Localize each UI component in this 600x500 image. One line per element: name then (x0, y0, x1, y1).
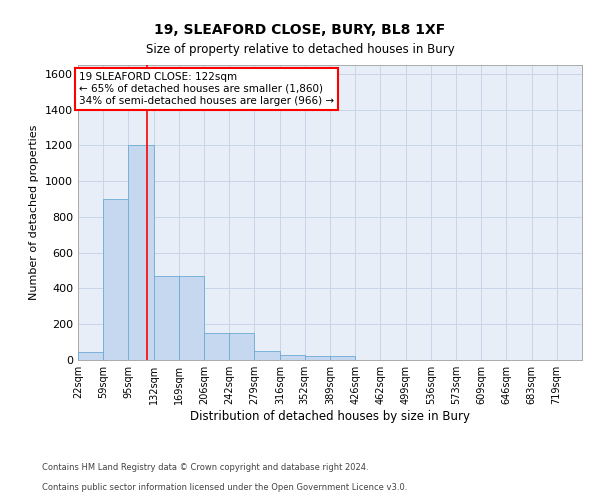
Bar (154, 276, 179, 360)
Bar (330, 356, 355, 360)
Text: Contains HM Land Registry data © Crown copyright and database right 2024.: Contains HM Land Registry data © Crown c… (42, 464, 368, 472)
Text: 19 SLEAFORD CLOSE: 122sqm
← 65% of detached houses are smaller (1,860)
34% of se: 19 SLEAFORD CLOSE: 122sqm ← 65% of detac… (79, 72, 334, 106)
Bar (229, 333, 254, 360)
Text: Contains public sector information licensed under the Open Government Licence v3: Contains public sector information licen… (42, 484, 407, 492)
Bar (305, 356, 330, 360)
Bar (280, 354, 305, 360)
Bar (78, 352, 103, 360)
Y-axis label: Number of detached properties: Number of detached properties (29, 125, 40, 300)
Bar (179, 276, 205, 360)
Text: Size of property relative to detached houses in Bury: Size of property relative to detached ho… (146, 42, 454, 56)
Bar (254, 351, 280, 360)
X-axis label: Distribution of detached houses by size in Bury: Distribution of detached houses by size … (190, 410, 470, 423)
Bar (128, 146, 154, 360)
Bar (205, 333, 230, 360)
Bar (103, 199, 129, 360)
Text: 19, SLEAFORD CLOSE, BURY, BL8 1XF: 19, SLEAFORD CLOSE, BURY, BL8 1XF (154, 22, 446, 36)
